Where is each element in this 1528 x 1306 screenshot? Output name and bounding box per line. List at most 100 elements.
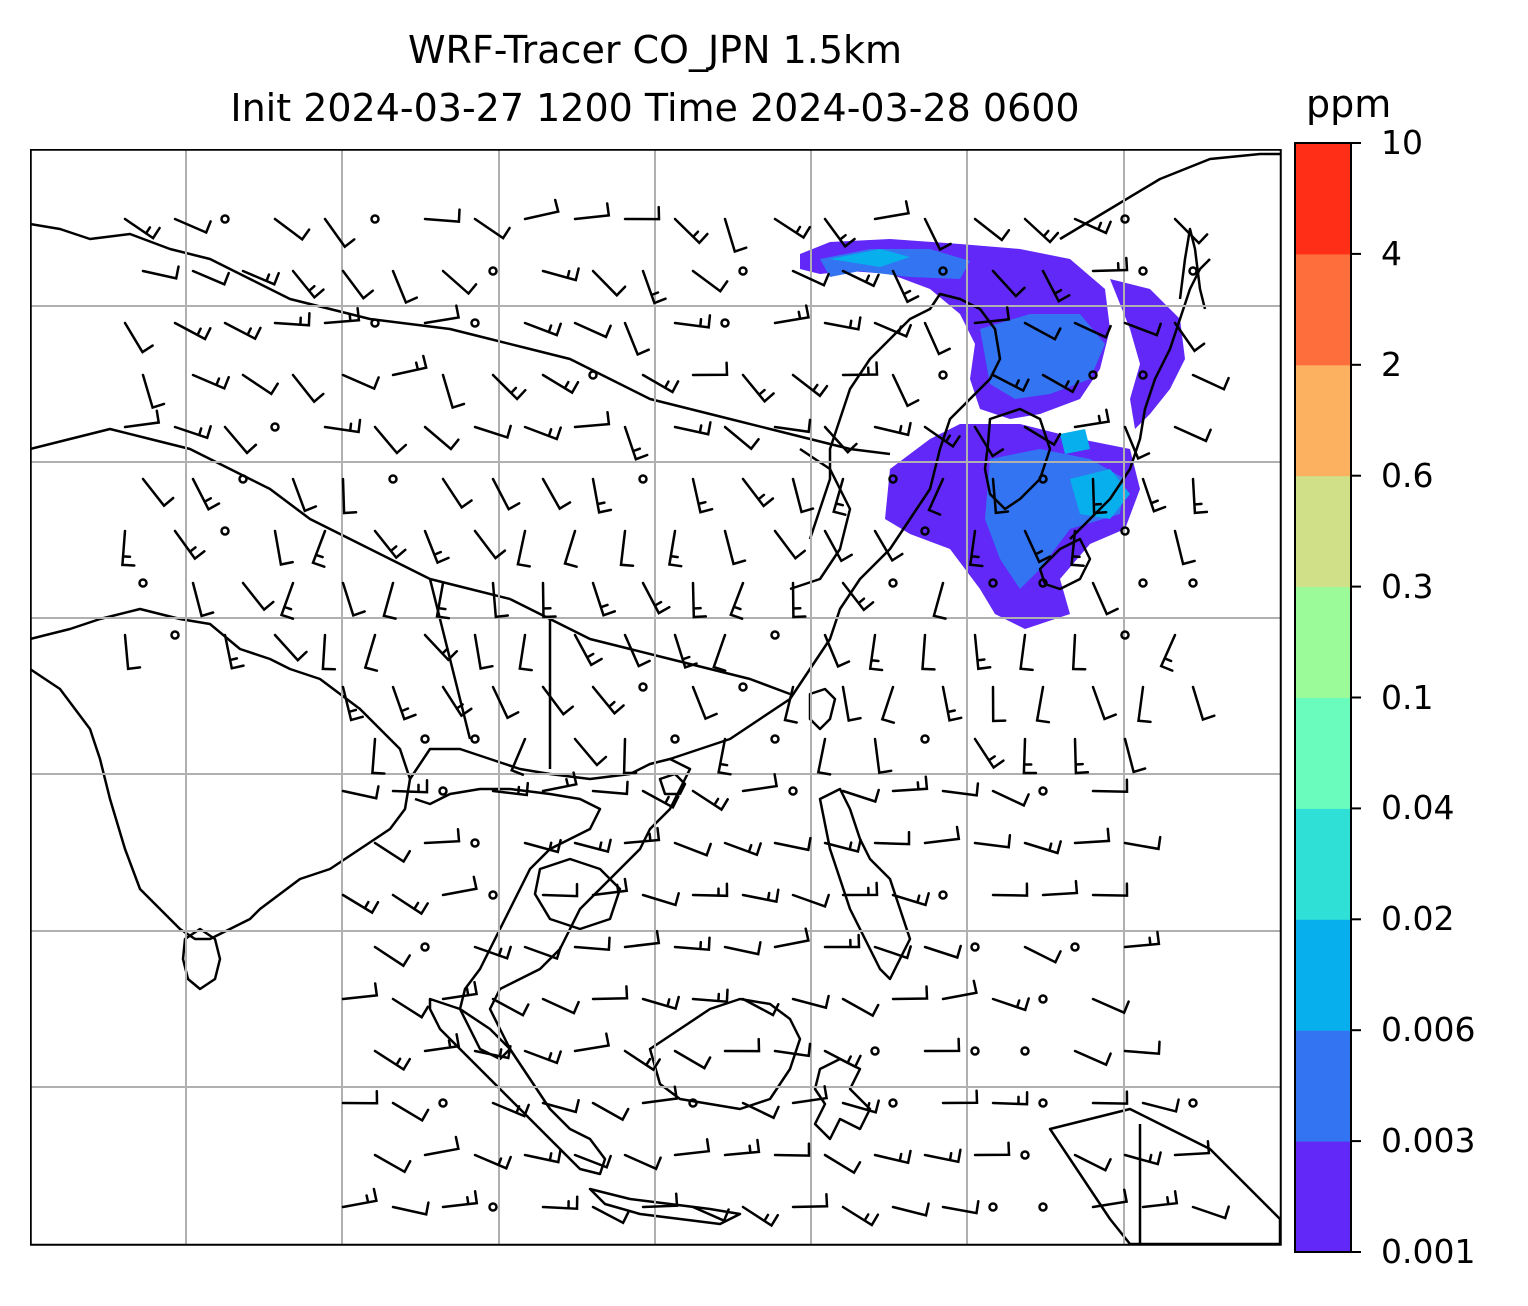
wind-barb (623, 1153, 662, 1171)
wind-barb (823, 316, 862, 331)
wind-barb (591, 477, 613, 514)
wind-barb (927, 477, 945, 516)
wind-barb (573, 737, 608, 767)
colorbar-tick-label: 2 (1381, 344, 1402, 384)
calm-wind-marker (220, 526, 230, 536)
wind-barb (691, 477, 714, 514)
calm-wind-marker (138, 578, 148, 588)
wind-barb (923, 1037, 961, 1053)
calm-wind-marker (1038, 1098, 1048, 1108)
border-inland-3 (509, 597, 791, 696)
wind-barb (641, 373, 680, 394)
wind-barb (1073, 321, 1112, 339)
wind-barb (473, 529, 507, 560)
wind-barb (941, 685, 963, 722)
wind-barb (1091, 581, 1119, 616)
colorbar-band (1295, 1030, 1351, 1142)
wind-barb (423, 304, 461, 325)
wind-barb (623, 425, 649, 461)
wind-barb (541, 882, 579, 898)
calm-wind-marker (1070, 942, 1080, 952)
calm-wind-marker (420, 942, 430, 952)
wind-barb (173, 321, 212, 341)
calm-wind-marker (1020, 1150, 1030, 1160)
wind-barb (991, 373, 1030, 393)
wind-barb (741, 1101, 780, 1120)
wind-barb (441, 980, 479, 1001)
wind-barb (435, 581, 451, 620)
wind-barb (123, 321, 154, 354)
wind-barb (123, 633, 142, 671)
wind-barb (373, 945, 411, 968)
wind-barb (491, 373, 527, 401)
wind-barb (441, 1190, 479, 1209)
wind-barb (791, 893, 830, 909)
calm-wind-marker (1038, 578, 1048, 588)
wind-barb (523, 321, 562, 337)
wind-barb (791, 994, 830, 1010)
wind-barb (773, 418, 812, 434)
wind-barb (991, 1090, 1029, 1106)
wind-barb (723, 941, 762, 956)
wind-barb (371, 737, 386, 775)
gridlines (30, 149, 1280, 1244)
wind-barb (673, 1049, 712, 1070)
wind-barb (279, 581, 295, 620)
map-frame (30, 149, 1282, 1246)
wind-barb (191, 373, 230, 391)
wind-barb (291, 373, 325, 404)
wind-barb (691, 581, 708, 619)
wind-barb (518, 633, 533, 672)
wind-barb (523, 838, 562, 854)
wind-barb (341, 893, 380, 915)
wind-barb (311, 529, 327, 568)
calm-wind-marker (638, 474, 648, 484)
wind-barb (673, 314, 712, 329)
wind-barb (191, 477, 221, 512)
wind-barb (541, 1195, 579, 1211)
wind-barb (1073, 1049, 1112, 1067)
colorbar-band (1295, 697, 1351, 809)
coastline-borneo (648, 997, 802, 1111)
wind-barb (941, 782, 980, 797)
wind-barb (573, 936, 611, 952)
wind-barb (1023, 321, 1062, 341)
wind-barb (523, 945, 562, 961)
coastline-sumatra (428, 997, 607, 1176)
wind-barb (973, 217, 1011, 242)
coastline-sri-lanka (181, 927, 222, 991)
wind-barb (823, 1049, 862, 1069)
wind-barb (1091, 477, 1108, 515)
calm-wind-marker (738, 682, 748, 692)
wind-barb (923, 1148, 962, 1164)
calm-wind-marker (670, 734, 680, 744)
wind-barb (941, 1199, 980, 1215)
wind-barb (619, 529, 635, 568)
colorbar-band (1295, 475, 1351, 588)
wind-barb (373, 425, 408, 455)
wind-barb (241, 269, 280, 286)
wind-barb (791, 1085, 829, 1105)
calm-wind-marker (588, 370, 598, 380)
wind-barb (1041, 879, 1079, 897)
wind-barb (373, 841, 412, 864)
wind-barb (841, 361, 879, 377)
wind-barb (341, 785, 380, 800)
wind-barb (341, 477, 358, 515)
wind-barb (1023, 425, 1062, 447)
calm-wind-marker (488, 890, 498, 900)
colorbar-frame (1294, 142, 1352, 1253)
wind-barb (841, 269, 880, 288)
wind-barb (823, 425, 858, 454)
wind-barb (591, 685, 625, 716)
calm-wind-marker (1038, 474, 1048, 484)
calm-wind-marker (1120, 214, 1130, 224)
wind-barb (641, 789, 680, 810)
wind-barb (891, 269, 920, 304)
wind-barb (717, 737, 732, 776)
wind-barb (341, 269, 375, 300)
wind-barb (623, 321, 650, 357)
wind-barb (723, 1138, 761, 1157)
wind-barb (573, 1032, 611, 1053)
wind-barb (991, 789, 1030, 808)
